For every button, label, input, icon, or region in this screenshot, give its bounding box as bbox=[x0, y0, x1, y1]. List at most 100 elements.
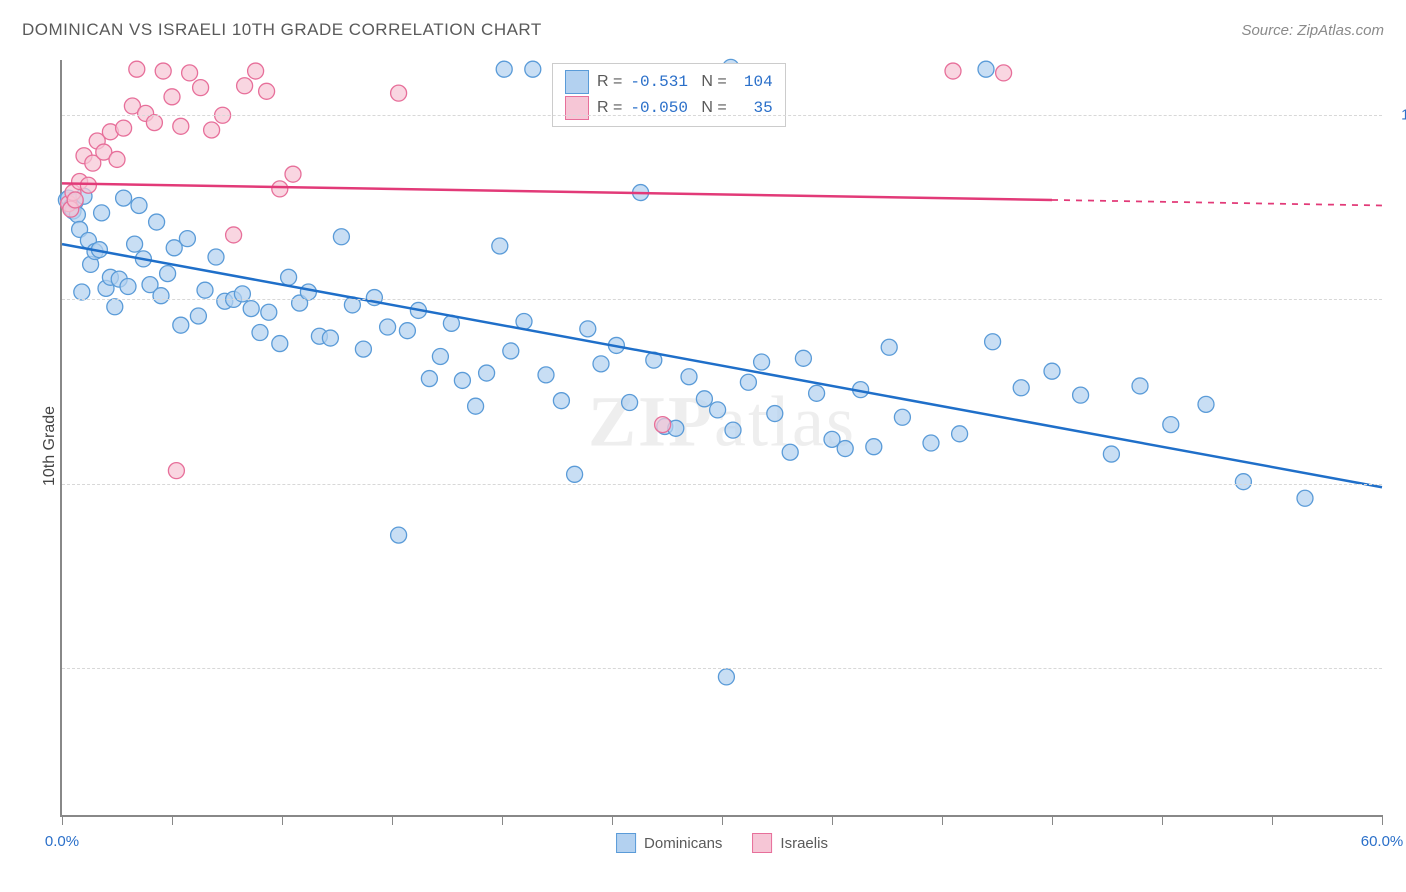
scatter-point bbox=[985, 334, 1001, 350]
scatter-point bbox=[681, 369, 697, 385]
scatter-point bbox=[622, 395, 638, 411]
x-tick bbox=[722, 815, 723, 825]
scatter-point bbox=[496, 61, 512, 77]
gridline bbox=[62, 115, 1382, 116]
scatter-point bbox=[1132, 378, 1148, 394]
legend-item: Israelis bbox=[752, 833, 828, 853]
x-tick bbox=[502, 815, 503, 825]
scatter-point bbox=[168, 463, 184, 479]
scatter-point bbox=[131, 197, 147, 213]
scatter-point bbox=[355, 341, 371, 357]
scatter-point bbox=[182, 65, 198, 81]
stats-n-value: 104 bbox=[735, 73, 773, 91]
scatter-point bbox=[432, 348, 448, 364]
scatter-point bbox=[107, 299, 123, 315]
scatter-point bbox=[1163, 417, 1179, 433]
stats-swatch bbox=[565, 96, 589, 120]
gridline bbox=[62, 299, 1382, 300]
scatter-point bbox=[208, 249, 224, 265]
scatter-point bbox=[996, 65, 1012, 81]
scatter-point bbox=[718, 669, 734, 685]
y-tick-label: 70.0% bbox=[1392, 659, 1406, 676]
scatter-point bbox=[580, 321, 596, 337]
scatter-point bbox=[146, 115, 162, 131]
scatter-point bbox=[80, 177, 96, 193]
scatter-point bbox=[281, 269, 297, 285]
scatter-point bbox=[1013, 380, 1029, 396]
x-tick bbox=[62, 815, 63, 825]
x-tick bbox=[612, 815, 613, 825]
scatter-point bbox=[945, 63, 961, 79]
scatter-point bbox=[109, 151, 125, 167]
stats-row: R =-0.531N =104 bbox=[565, 70, 773, 94]
scatter-point bbox=[173, 317, 189, 333]
x-tick bbox=[1052, 815, 1053, 825]
scatter-point bbox=[894, 409, 910, 425]
scatter-point bbox=[421, 371, 437, 387]
scatter-point bbox=[1044, 363, 1060, 379]
scatter-point bbox=[795, 350, 811, 366]
x-tick bbox=[282, 815, 283, 825]
scatter-point bbox=[333, 229, 349, 245]
scatter-point bbox=[237, 78, 253, 94]
scatter-point bbox=[809, 385, 825, 401]
scatter-point bbox=[696, 391, 712, 407]
scatter-point bbox=[190, 308, 206, 324]
scatter-point bbox=[1297, 490, 1313, 506]
trend-line bbox=[62, 244, 1382, 487]
legend-swatch bbox=[752, 833, 772, 853]
x-tick bbox=[392, 815, 393, 825]
y-axis-label: 10th Grade bbox=[41, 406, 59, 486]
stats-row: R =-0.050N =35 bbox=[565, 96, 773, 120]
scatter-point bbox=[380, 319, 396, 335]
scatter-point bbox=[116, 120, 132, 136]
scatter-point bbox=[454, 372, 470, 388]
correlation-stats-box: R =-0.531N =104R =-0.050N =35 bbox=[552, 63, 786, 127]
trend-line-extrapolated bbox=[1052, 200, 1382, 206]
scatter-point bbox=[391, 85, 407, 101]
scatter-point bbox=[1103, 446, 1119, 462]
x-tick bbox=[1162, 815, 1163, 825]
scatter-point bbox=[197, 282, 213, 298]
scatter-point bbox=[149, 214, 165, 230]
y-tick-label: 90.0% bbox=[1392, 291, 1406, 308]
scatter-point bbox=[129, 61, 145, 77]
legend-label: Dominicans bbox=[644, 835, 722, 852]
scatter-point bbox=[468, 398, 484, 414]
stats-r-label: R = bbox=[597, 73, 622, 91]
scatter-point bbox=[503, 343, 519, 359]
scatter-point bbox=[923, 435, 939, 451]
scatter-point bbox=[866, 439, 882, 455]
scatter-point bbox=[754, 354, 770, 370]
scatter-point bbox=[837, 441, 853, 457]
scatter-point bbox=[164, 89, 180, 105]
chart-source: Source: ZipAtlas.com bbox=[1241, 22, 1384, 39]
scatter-point bbox=[567, 466, 583, 482]
legend: Dominicans Israelis bbox=[616, 833, 828, 853]
scatter-point bbox=[193, 80, 209, 96]
scatter-point bbox=[479, 365, 495, 381]
scatter-point bbox=[272, 181, 288, 197]
scatter-point bbox=[155, 63, 171, 79]
scatter-point bbox=[261, 304, 277, 320]
scatter-point bbox=[1198, 396, 1214, 412]
scatter-point bbox=[740, 374, 756, 390]
chart-header: DOMINICAN VS ISRAELI 10TH GRADE CORRELAT… bbox=[22, 20, 1384, 40]
scatter-point bbox=[525, 61, 541, 77]
scatter-point bbox=[252, 325, 268, 341]
scatter-point bbox=[538, 367, 554, 383]
x-tick bbox=[942, 815, 943, 825]
scatter-point bbox=[492, 238, 508, 254]
scatter-point bbox=[322, 330, 338, 346]
scatter-point bbox=[160, 266, 176, 282]
scatter-point bbox=[725, 422, 741, 438]
chart-title: DOMINICAN VS ISRAELI 10TH GRADE CORRELAT… bbox=[22, 20, 542, 40]
stats-r-value: -0.531 bbox=[630, 73, 685, 91]
scatter-point bbox=[553, 393, 569, 409]
scatter-point bbox=[767, 406, 783, 422]
scatter-point bbox=[243, 301, 259, 317]
trend-line bbox=[62, 183, 1052, 200]
scatter-point bbox=[881, 339, 897, 355]
x-tick-label: 0.0% bbox=[45, 833, 79, 850]
x-tick bbox=[1382, 815, 1383, 825]
